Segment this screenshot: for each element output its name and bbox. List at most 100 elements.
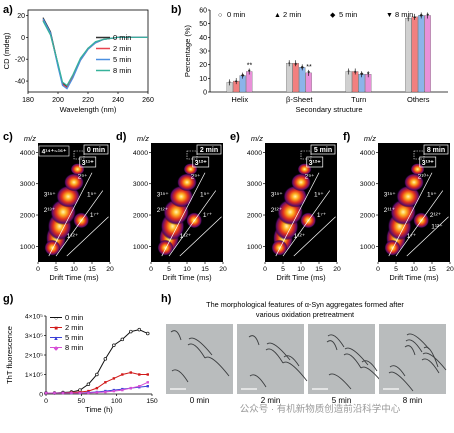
a-ylabel: CD (mdeg) [2,32,11,69]
drift-time-label: 0 min [87,147,105,154]
g-point [87,389,90,393]
drift-trend-line [395,190,444,257]
drift-dashed-box [73,150,85,160]
b-point-marker: ○ [288,60,291,65]
drift-panel-f: f) m/z 8 min 3¹³⁺ 2¹⁰⁺ 3¹⁵⁺ 1⁵⁺ 2¹¹⁺ 2¹²⁺ 1⁷⁺ 1¹²⁺… [343,131,454,282]
b-point-marker: ◆ [360,71,364,76]
b-category-label: Turn [351,95,366,104]
drift-xlabel: Drift Time (ms) [389,273,439,282]
g-legend-marker: ▲ [53,336,59,342]
drift-ytick-label: 1000 [247,244,262,251]
drift-trend-line [293,216,336,257]
g-point [95,386,99,390]
drift-xtick-label: 15 [201,266,209,273]
tem-fibril [187,343,206,359]
drift-heat-blob [44,239,61,256]
tem-image: 0 min [166,324,233,405]
drift-trend-line [406,216,449,257]
b-point-marker: ▲ [293,60,297,65]
drift-time-box [83,144,109,155]
b-legend-marker: ▲ [274,12,281,19]
panel-b: b) 0 10 20 30 40 50 60 Percentage (%) Secondary … [171,4,448,114]
g-ytick-label: 4×10⁵ [25,314,43,321]
drift-heat-blob [64,173,84,192]
drift-xtick-label: 10 [297,266,305,273]
drift-charge-label: 2¹²⁺ [430,212,442,219]
drift-ytick-label: 4000 [20,150,35,157]
drift-panel-d: d) m/z 2 min 3¹²⁺ 2⁹⁺ 3¹⁵⁺ 1⁵⁺ 2¹²⁺ 1⁷⁺ 1¹²⁺ 4000 3… [116,131,227,282]
drift-charge-label: 3¹⁵⁺ [384,192,396,199]
tem-fibril [328,373,352,390]
g-point [138,385,141,388]
tem-fibril [204,356,230,377]
drift-xtick-label: 5 [394,266,398,273]
drift-boxed-charge: 3¹²⁺ [195,160,208,167]
g-point [146,381,149,384]
g-legend-label: 2 min [65,323,83,332]
drift-boxed-charge: 3¹³⁺ [422,160,435,167]
g-point [95,372,99,377]
tem-fibril [344,347,369,366]
panel-g: g) 0 1×10⁵ 2×10⁵ 3×10⁵ 4×10⁵ 0 50 100 150 Time (h… [3,293,158,414]
g-ylabel: ThT fluorescence [5,326,14,384]
drift-trend-line [66,216,109,257]
b-ytick-label: 60 [199,8,207,15]
drift-charge-label: 2¹²⁺ [271,207,283,214]
b-ytick-label: 40 [199,35,207,42]
tem-fibril [422,352,447,371]
drift-ytick-label: 1000 [133,244,148,251]
drift-panel-label: f) [343,131,351,143]
drift-charge-box [306,156,324,168]
a-xtick-label: 200 [52,97,64,104]
b-bar [246,71,253,93]
drift-heat-blob [183,163,198,176]
g-point [120,337,125,342]
g-point [121,388,124,392]
drift-ytick-label: 4000 [133,150,148,157]
drift-xtick-label: 15 [315,266,323,273]
tem-image: 5 min [308,324,386,405]
g-point [112,343,116,348]
drift-panel-label: c) [3,131,13,143]
drift-charge-label: 1¹²⁺ [180,233,192,240]
drift-xtick-label: 20 [106,266,114,273]
drift-ylabel: m/z [24,134,36,143]
drift-charge-label: 2¹³⁺ [44,207,56,214]
drift-ytick-label: 1000 [360,244,375,251]
a-series-line [42,18,148,90]
drift-dashed-box [300,150,312,160]
drift-xlabel: Drift Time (ms) [162,273,212,282]
b-xlabel: Secondary structure [295,105,362,114]
panel-g-label: g) [3,293,14,305]
drift-heat-blob [410,163,425,176]
g-point [146,385,149,388]
drift-panel-c: c) m/z 0 min 3¹¹⁺ 4¹⁴⁺~¹⁶⁺ 2⁹⁺ 3¹⁵⁺ 1⁵⁺ 2¹³⁺ 1⁷⁺ 1… [3,131,114,282]
a-series-line [42,17,148,88]
drift-panel-label: e) [230,131,240,143]
drift-ylabel: m/z [364,134,376,143]
drift-oligomer-box [38,145,70,157]
b-point-marker: ▲ [234,78,238,83]
b-point-marker: ▲ [353,69,357,74]
g-point [146,373,149,376]
g-point [61,391,65,395]
tem-fibril [361,360,378,372]
g-legend-marker: ■ [54,326,58,332]
drift-ytick-label: 2000 [133,213,148,220]
b-category-label: β-Sheet [286,95,313,104]
tem-image-label: 5 min [332,396,352,405]
drift-xtick-label: 5 [54,266,58,273]
drift-trend-line [275,172,320,257]
tem-image: 2 min [237,324,308,405]
g-ytick-label: 0 [39,392,43,399]
b-legend-label: 2 min [283,10,301,19]
b-legend-label: 5 min [339,10,357,19]
drift-time-box [196,144,222,155]
drift-ytick-label: 4000 [360,150,375,157]
g-point [112,377,116,380]
tem-fibril [265,348,284,364]
drift-ytick-label: 2000 [20,213,35,220]
panel-h-title-1: The morphological features of α-Syn aggr… [206,300,404,309]
drift-ytick-label: 3000 [360,181,375,188]
